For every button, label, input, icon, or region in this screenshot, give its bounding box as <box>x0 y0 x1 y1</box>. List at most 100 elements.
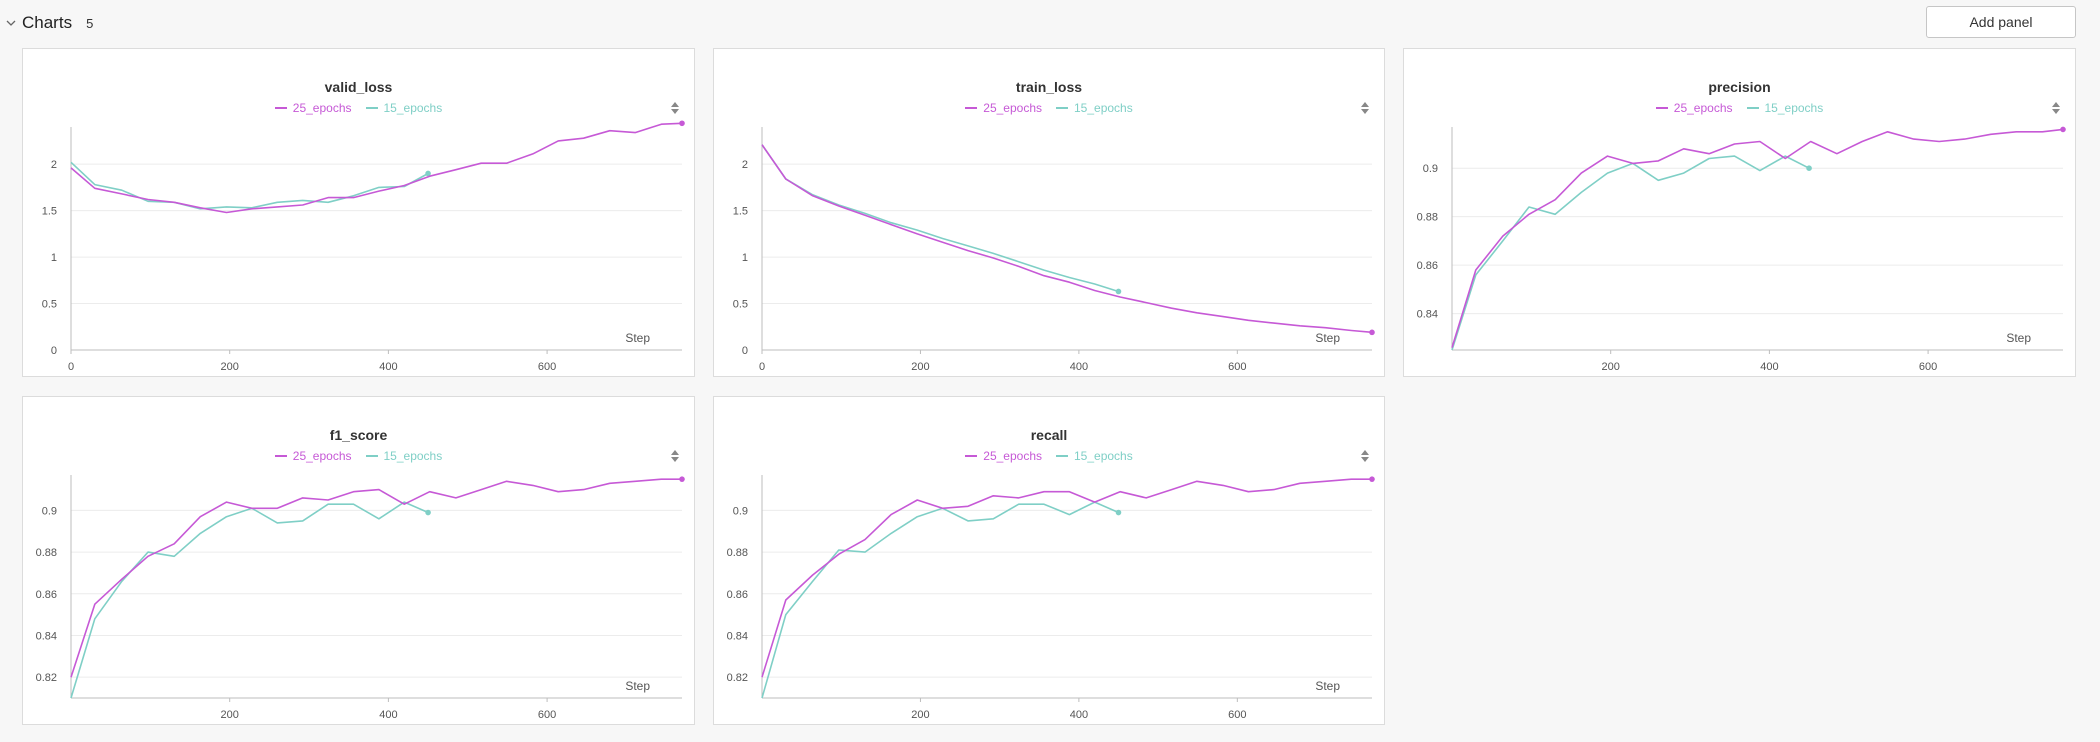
y-tick-label: 0.5 <box>42 299 57 311</box>
x-axis-label: Step <box>625 331 650 345</box>
x-tick-label: 400 <box>1760 361 1778 373</box>
x-tick-label: 600 <box>1228 709 1246 721</box>
legend-label: 25_epochs <box>1673 101 1733 115</box>
series-line-15_epochs[interactable] <box>761 501 1119 699</box>
chart-legend: 25_epochs 15_epochs <box>23 101 694 115</box>
charts-section-header: Charts 5 <box>0 8 93 38</box>
legend-swatch <box>965 107 978 109</box>
y-tick-label: 1 <box>742 252 748 264</box>
chart-title: recall <box>1030 427 1068 443</box>
legend-entry[interactable]: 15_epochs <box>1056 101 1133 115</box>
x-tick-label: 600 <box>1228 361 1246 373</box>
x-tick-label: 400 <box>379 361 397 373</box>
series-line-25_epochs[interactable] <box>761 478 1372 678</box>
panel-menu-icon[interactable] <box>1360 101 1370 115</box>
series-end-point <box>1369 329 1375 336</box>
y-tick-label: 0.82 <box>36 672 57 684</box>
series-line-25_epochs[interactable] <box>1451 128 2064 348</box>
series-line-15_epochs[interactable] <box>761 144 1119 293</box>
legend-entry[interactable]: 25_epochs <box>274 449 352 463</box>
series-end-point <box>425 170 431 177</box>
add-panel-button[interactable]: Add panel <box>1926 6 2076 38</box>
x-tick-label: 600 <box>538 709 556 721</box>
x-tick-label: 400 <box>379 709 397 721</box>
x-tick-label: 400 <box>1070 709 1088 721</box>
chevron-down-icon[interactable] <box>4 16 18 30</box>
x-tick-label: 200 <box>911 361 929 373</box>
legend-entry[interactable]: 25_epochs <box>965 449 1042 463</box>
panel-menu-icon[interactable] <box>670 101 680 115</box>
chart-panel-train-loss: train_loss 25_epochs 15_epochs 0 0.5 1 1.5 2 0 20… <box>713 48 1385 377</box>
x-axis-label: Step <box>625 679 650 693</box>
legend-entry[interactable]: 15_epochs <box>1746 101 1824 115</box>
legend-label: 25_epochs <box>292 449 352 463</box>
y-tick-label: 0.82 <box>727 672 748 684</box>
x-axis-label: Step <box>1315 679 1340 693</box>
series-line-15_epochs[interactable] <box>70 161 429 210</box>
chart-plot-area: 0.82 0.84 0.86 0.88 0.9 200 400 600 Step <box>727 475 1375 721</box>
legend-entry[interactable]: 25_epochs <box>274 101 352 115</box>
legend-label: 15_epochs <box>1074 449 1133 463</box>
series-end-point <box>1369 476 1375 482</box>
series-line-25_epochs[interactable] <box>70 122 683 214</box>
series-end-point <box>1806 165 1812 172</box>
chart-title: valid_loss <box>324 79 393 95</box>
legend-entry[interactable]: 15_epochs <box>1056 449 1133 463</box>
legend-swatch <box>965 455 978 457</box>
panel-menu-icon[interactable] <box>1360 449 1370 463</box>
x-axis-label: Step <box>2006 331 2031 345</box>
chart-plot-area: 0 0.5 1 1.5 2 0 200 400 600 Step <box>42 120 685 373</box>
legend-label: 15_epochs <box>1074 101 1133 115</box>
legend-label: 15_epochs <box>1764 101 1824 115</box>
x-tick-label: 200 <box>221 709 239 721</box>
chart-title: precision <box>1708 79 1771 95</box>
y-tick-label: 0 <box>742 345 748 357</box>
y-tick-label: 0.86 <box>36 589 57 601</box>
x-tick-label: 600 <box>538 361 556 373</box>
legend-label: 25_epochs <box>983 101 1042 115</box>
x-axis-label: Step <box>1315 331 1340 345</box>
y-tick-label: 0.84 <box>36 630 57 642</box>
x-tick-label: 200 <box>1602 361 1620 373</box>
panel-count-badge: 5 <box>86 15 94 31</box>
series-end-point <box>679 120 685 127</box>
legend-swatch <box>1056 455 1068 457</box>
series-end-point <box>679 476 685 482</box>
legend-swatch <box>365 107 378 109</box>
legend-entry[interactable]: 25_epochs <box>1655 101 1733 115</box>
x-tick-label: 400 <box>1070 361 1088 373</box>
y-tick-label: 0.5 <box>733 299 748 311</box>
chart-panel-valid-loss: valid_loss 25_epochs 15_epochs 0 0.5 1 1.5 2 0 20… <box>22 48 695 377</box>
legend-label: 15_epochs <box>383 449 443 463</box>
series-line-15_epochs[interactable] <box>1451 155 1810 351</box>
legend-entry[interactable]: 15_epochs <box>365 449 443 463</box>
chart-legend: 25_epochs 15_epochs <box>23 449 694 463</box>
series-line-25_epochs[interactable] <box>70 478 682 678</box>
legend-label: 15_epochs <box>383 101 443 115</box>
chart-panel-precision: precision 25_epochs 15_epochs 0.84 0.86 0.88 0… <box>1403 48 2076 377</box>
chart-plot-area: 0 0.5 1 1.5 2 0 200 400 600 Step <box>733 127 1375 373</box>
y-tick-label: 1.5 <box>733 206 748 218</box>
legend-entry[interactable]: 25_epochs <box>965 101 1042 115</box>
chart-plot-area: 0.84 0.86 0.88 0.9 200 400 600 Step <box>1417 126 2066 373</box>
legend-entry[interactable]: 15_epochs <box>365 101 443 115</box>
x-tick-label: 0 <box>68 361 74 373</box>
panel-menu-icon[interactable] <box>2051 101 2061 115</box>
y-tick-label: 0 <box>51 345 57 357</box>
series-line-25_epochs[interactable] <box>761 144 1373 334</box>
series-end-point <box>1115 288 1122 295</box>
panel-menu-icon[interactable] <box>670 449 680 463</box>
chart-title: f1_score <box>329 427 388 443</box>
series-line-15_epochs[interactable] <box>70 501 429 699</box>
chart-legend: 25_epochs 15_epochs <box>714 449 1384 463</box>
section-title: Charts <box>22 13 73 32</box>
x-tick-label: 600 <box>1919 361 1937 373</box>
legend-label: 25_epochs <box>983 449 1042 463</box>
y-tick-label: 1 <box>51 252 57 264</box>
legend-swatch <box>1655 107 1668 109</box>
legend-swatch <box>274 455 287 457</box>
series-end-point <box>1115 509 1122 516</box>
legend-swatch <box>274 107 287 109</box>
y-tick-label: 2 <box>51 159 57 171</box>
legend-swatch <box>365 455 378 457</box>
